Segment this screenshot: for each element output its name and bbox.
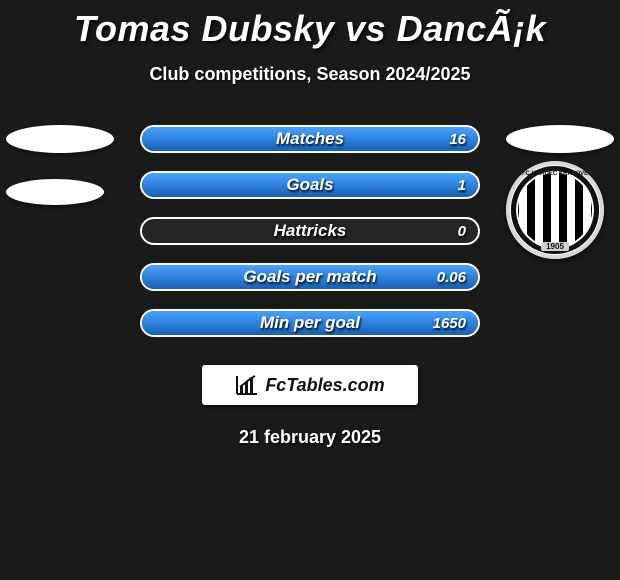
subtitle: Club competitions, Season 2024/2025 <box>0 64 620 85</box>
right-placeholder-badge <box>506 125 614 153</box>
stats-list: Matches 16 Goals 1 Hattricks 0 Goals per match… <box>140 125 480 337</box>
stat-row: Goals 1 <box>140 171 480 199</box>
brand-badge[interactable]: FcTables.com <box>202 365 418 405</box>
stat-value-right: 1 <box>458 177 466 194</box>
club-name-text: FC HRADEC KRÁLOVÉ <box>506 171 604 177</box>
left-placeholder-badge-2 <box>6 179 104 205</box>
stat-row: Hattricks 0 <box>140 217 480 245</box>
club-year-text: 1905 <box>541 242 569 251</box>
comparison-card: Tomas Dubsky vs DancÃ¡k Club competition… <box>0 0 620 448</box>
stat-label: Hattricks <box>274 221 347 241</box>
page-title: Tomas Dubsky vs DancÃ¡k <box>0 0 620 50</box>
left-placeholder-badge-1 <box>6 125 114 153</box>
brand-text: FcTables.com <box>265 375 384 396</box>
stat-label: Matches <box>276 129 344 149</box>
stat-label: Goals per match <box>243 267 376 287</box>
stat-value-right: 16 <box>449 131 466 148</box>
stat-value-right: 0 <box>458 223 466 240</box>
club-logo-right: FC HRADEC KRÁLOVÉ 1905 <box>506 161 604 259</box>
bar-chart-icon <box>235 374 259 396</box>
stat-row: Min per goal 1650 <box>140 309 480 337</box>
date-text: 21 february 2025 <box>0 427 620 448</box>
stat-label: Min per goal <box>260 313 360 333</box>
stat-label: Goals <box>286 175 333 195</box>
stat-row: Matches 16 <box>140 125 480 153</box>
stat-value-right: 1650 <box>433 315 466 332</box>
stat-row: Goals per match 0.06 <box>140 263 480 291</box>
content-area: FC HRADEC KRÁLOVÉ 1905 Matches 16 Goals 1 Ha… <box>0 125 620 448</box>
right-badge-column: FC HRADEC KRÁLOVÉ 1905 <box>506 125 614 259</box>
left-badge-column <box>6 125 114 205</box>
stat-value-right: 0.06 <box>437 269 466 286</box>
